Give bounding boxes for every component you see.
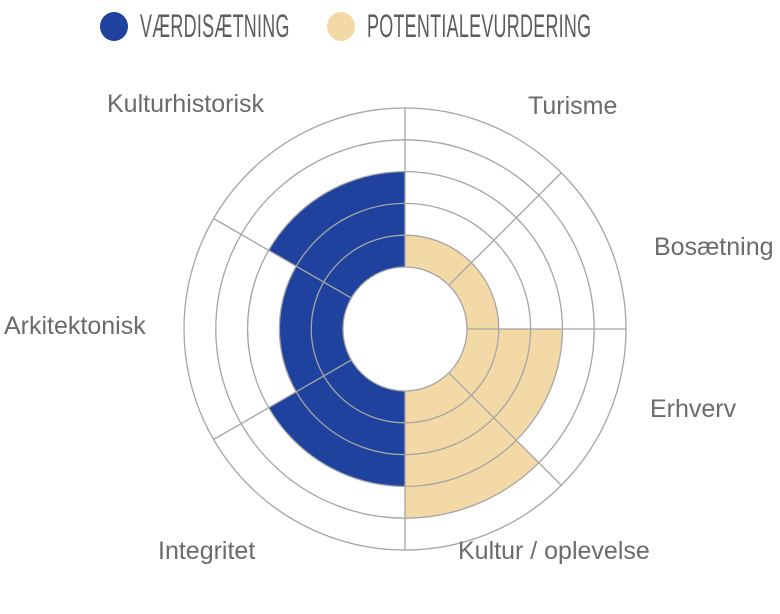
sector-bosætning	[448, 262, 499, 329]
sector-kultur-oplevelse	[405, 372, 539, 519]
sector-integritet	[268, 360, 405, 487]
legend-item-potentialevurdering: POTENTIALEVURDERING	[327, 7, 768, 44]
category-label-erhverv: Erhverv	[650, 395, 737, 423]
sector-arkitektonisk	[279, 266, 352, 392]
legend-dot-icon	[327, 11, 355, 41]
grid-spoke-45	[448, 172, 562, 286]
grid-spoke-300	[213, 217, 352, 299]
legend-label: VÆRDISÆTNING	[140, 7, 290, 44]
category-label-turisme: Turisme	[528, 92, 618, 120]
legend-dot-icon	[100, 11, 128, 41]
grid-spoke-135	[448, 372, 562, 486]
sector-erhverv	[448, 329, 563, 441]
category-label-kultur-oplevelse: Kultur / oplevelse	[458, 537, 650, 565]
category-label-bosaetning: Bosætning	[654, 233, 774, 261]
legend-label: POTENTIALEVURDERING	[367, 7, 592, 44]
category-label-arkitektonisk: Arkitektonisk	[4, 312, 146, 340]
category-label-kulturhistorisk: Kulturhistorisk	[107, 90, 264, 118]
grid-ring-0	[342, 266, 468, 392]
category-label-integritet: Integritet	[158, 537, 256, 565]
grid-spoke-240	[213, 359, 352, 441]
sector-turisme	[405, 235, 472, 286]
legend-item-vaerdisaetning: VÆRDISÆTNING	[100, 7, 407, 44]
sector-kulturhistorisk	[268, 171, 405, 298]
